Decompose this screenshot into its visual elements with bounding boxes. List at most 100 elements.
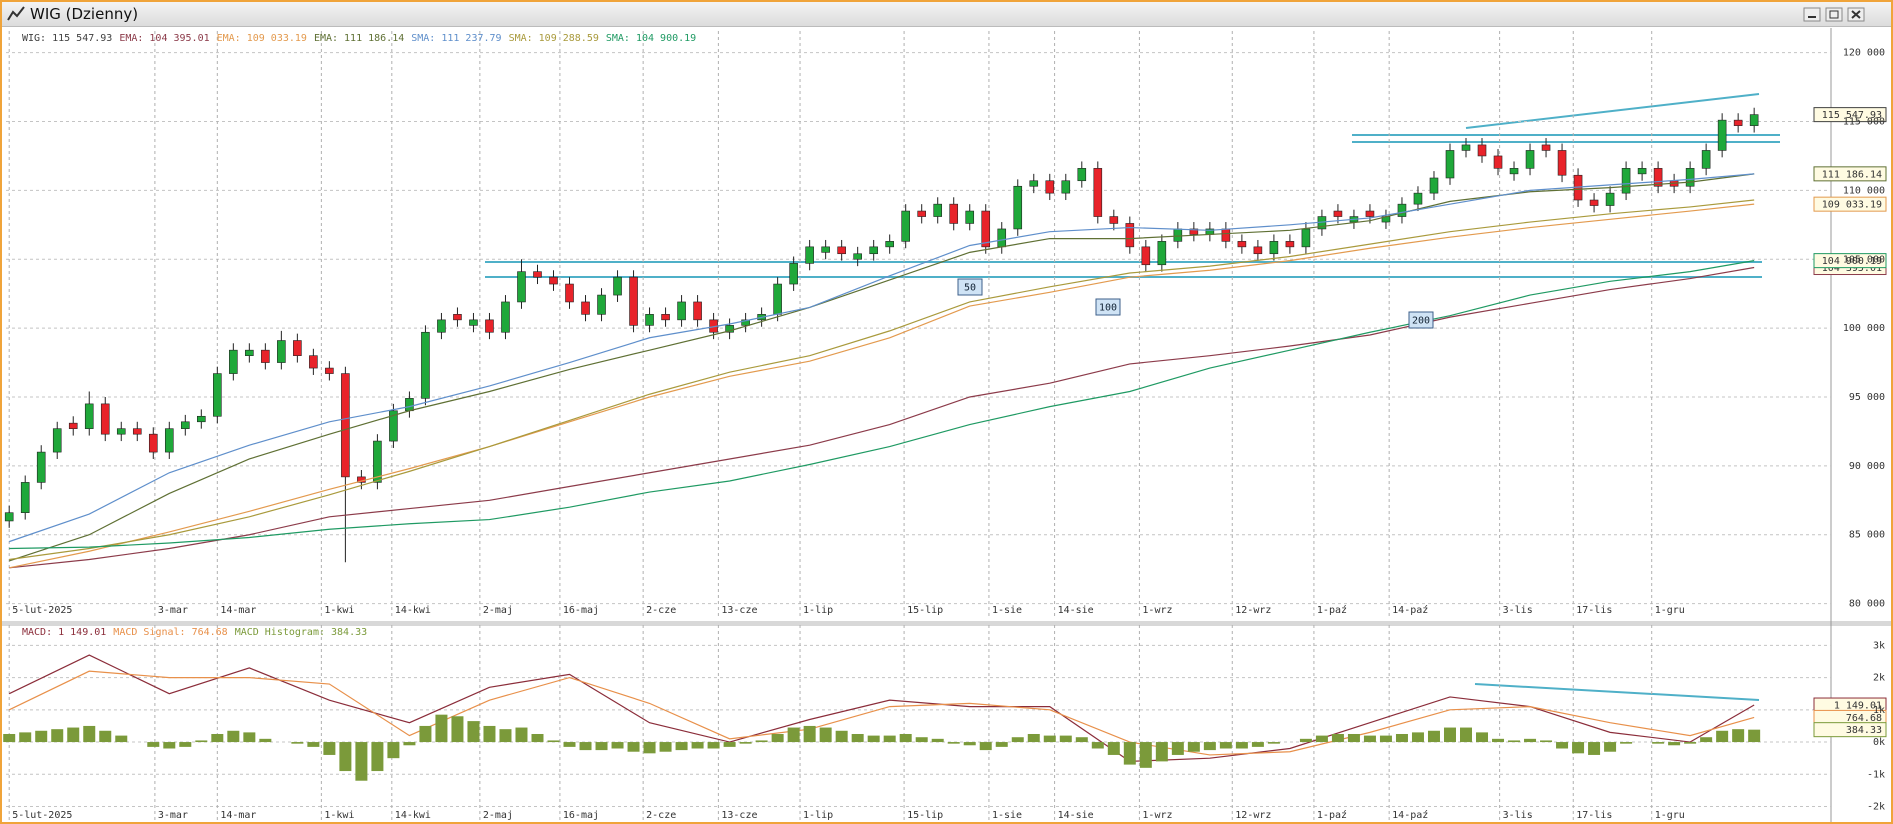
candle-body (1109, 216, 1119, 224)
histogram-bar (1187, 742, 1200, 752)
x-tick-label: 14-sie (1058, 810, 1094, 821)
candle-body (1397, 203, 1407, 217)
x-tick-label: 1-sie (992, 605, 1022, 616)
x-tick-label: 15-lip (907, 605, 943, 616)
candle-body (1637, 168, 1647, 175)
histogram-bar (435, 714, 448, 743)
candle-body (997, 228, 1007, 248)
histogram-bar (1524, 738, 1537, 743)
histogram-bar (1171, 742, 1184, 755)
candle-body (1701, 150, 1711, 169)
y-tick-label: 90 000 (1849, 461, 1885, 472)
candle-body (1365, 210, 1375, 217)
price-legend: WIG: 115 547.93 EMA: 104 395.01 EMA: 109 0… (22, 33, 703, 44)
y-tick-label: 1k (1873, 705, 1885, 716)
histogram-bar (691, 742, 704, 749)
histogram-bar (35, 730, 48, 743)
candle-body (837, 246, 846, 255)
candle-body (1541, 144, 1551, 151)
histogram-bar (1379, 735, 1392, 743)
histogram-bar (1107, 742, 1120, 755)
candle-body (1029, 180, 1039, 187)
candle-body (245, 349, 254, 356)
candle-body (116, 428, 126, 435)
period-box (1095, 298, 1121, 316)
x-tick-label: 2-maj (483, 605, 513, 616)
candle-body (453, 314, 462, 321)
histogram-bar (995, 742, 1008, 747)
histogram-bar (307, 742, 320, 747)
histogram-bar (595, 742, 608, 751)
histogram-bar (355, 742, 368, 781)
histogram-bar (915, 737, 928, 743)
x-tick-label: 3-mar (158, 605, 188, 616)
histogram-bar (3, 733, 16, 743)
x-tick-label: 1-sie (992, 810, 1022, 821)
candle-body (965, 210, 975, 224)
histogram-bar (531, 733, 544, 743)
candle-body (741, 319, 750, 326)
histogram-bar (1492, 738, 1505, 743)
candle-body (949, 203, 959, 224)
indicator-line (8, 670, 1755, 756)
histogram-bar (1620, 742, 1633, 744)
legend-entry: MACD: 1 149.01 (22, 627, 107, 638)
candle-body (1589, 199, 1599, 206)
histogram-bar (291, 742, 304, 744)
histogram-bar (243, 732, 256, 743)
value-box (1813, 166, 1887, 182)
candle-body (645, 314, 654, 326)
candle-body (197, 415, 206, 423)
candle-body (84, 403, 94, 429)
candle-body (148, 433, 158, 453)
indicator-line (9, 266, 1755, 569)
histogram-bar (1059, 735, 1072, 743)
histogram-bar (1123, 742, 1136, 765)
candle-body (68, 422, 78, 429)
histogram-bar (643, 742, 656, 754)
candle-body (469, 319, 478, 326)
histogram-bar (611, 742, 624, 749)
candle-body (1093, 168, 1103, 217)
histogram-bar (819, 727, 832, 743)
histogram-bar (1203, 742, 1216, 751)
histogram-bar (499, 729, 512, 743)
candle-body (1333, 210, 1343, 217)
x-tick-label: 1-gru (1655, 605, 1685, 616)
candle-body (613, 276, 622, 296)
candle-body (437, 319, 446, 333)
histogram-bar (67, 727, 80, 743)
histogram-bar (323, 742, 336, 755)
candle-body (1189, 228, 1199, 235)
y-tick-label: 100 000 (1843, 323, 1885, 334)
x-tick-label: 3-lis (1503, 810, 1533, 821)
histogram-bar (163, 742, 176, 749)
histogram-bar (387, 742, 400, 759)
y-tick-label: -2k (1867, 801, 1885, 812)
legend-entry: SMA: 111 237.79 (411, 33, 502, 44)
y-tick-label: 85 000 (1849, 530, 1885, 541)
window-buttons[interactable] (1802, 3, 1882, 25)
panel-separator (2, 621, 1891, 626)
histogram-bar (227, 730, 240, 743)
value-box-label: 104 395.01 (1822, 263, 1882, 274)
x-tick-label: 16-maj (563, 810, 599, 821)
value-box-label: 115 547.93 (1822, 110, 1882, 121)
period-label: 100 (1099, 303, 1117, 314)
candle-body (1445, 150, 1455, 179)
histogram-bar (1540, 740, 1553, 743)
candle-body (917, 210, 927, 217)
candle-body (389, 410, 398, 442)
legend-entry: SMA: 104 900.19 (605, 33, 697, 44)
histogram-bar (883, 735, 896, 743)
candle-body (36, 451, 46, 483)
candle-body (869, 246, 878, 255)
x-tick-label: 14-kwi (395, 810, 431, 821)
histogram-bar (851, 733, 864, 743)
macd-legend: MACD: 1 149.01 MACD Signal: 764.68 MACD Hi… (22, 627, 374, 638)
candle-body (1557, 150, 1567, 176)
indicator-line (9, 199, 1755, 561)
candle-body (1269, 241, 1279, 255)
histogram-bar (675, 742, 688, 751)
